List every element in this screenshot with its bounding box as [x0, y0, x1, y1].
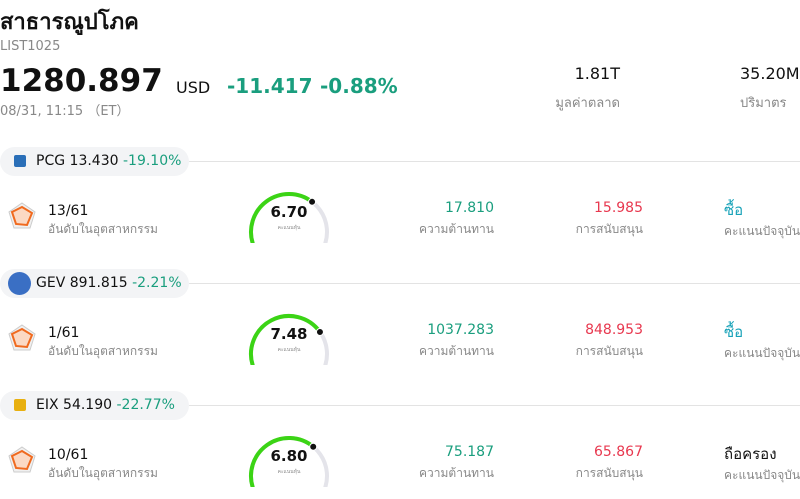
stock-symbol: GEV: [36, 275, 66, 291]
separator: [189, 283, 800, 284]
stat-label: มูลค่าตลาด: [555, 96, 620, 111]
score-label: คะแนนหุ้น: [277, 347, 301, 353]
support-label: การสนับสนุน: [575, 344, 643, 358]
radar-icon: [8, 324, 36, 351]
resistance-label: ความต้านทาน: [419, 466, 494, 480]
score: 7.48: [270, 325, 308, 343]
rank-label: อันดับในอุตสาหกรรม: [48, 466, 158, 480]
support-label: การสนับสนุน: [575, 466, 643, 480]
rating: ถือครอง: [724, 445, 777, 463]
stock-price: 13.430: [69, 153, 119, 169]
gauge-fill: [249, 192, 315, 243]
rating-label: คะแนนปัจจุบัน: [724, 468, 800, 482]
list-code: LIST1025: [0, 39, 61, 54]
radar-icon: [8, 446, 36, 473]
radar-icon: [8, 202, 36, 229]
rating: ซื้อ: [724, 201, 744, 219]
rating: ซื้อ: [724, 323, 744, 341]
radar-shape: [10, 205, 34, 227]
rank: 10/61: [48, 447, 89, 463]
stock-symbol: EIX: [36, 397, 59, 413]
stock-header: PCG 13.430 -19.10%: [36, 153, 181, 169]
score-label: คะแนนหุ้น: [277, 469, 301, 475]
stock-pill: [0, 147, 189, 176]
stock-icon: [8, 272, 31, 295]
support: 15.985: [594, 200, 643, 216]
radar-shape: [10, 327, 34, 349]
stat-value: 35.20M: [740, 64, 800, 83]
score-gauge: [249, 314, 329, 365]
rank: 13/61: [48, 203, 89, 219]
resistance-label: ความต้านทาน: [419, 222, 494, 236]
stock-header: GEV 891.815 -2.21%: [36, 275, 182, 291]
score-gauge: [249, 436, 329, 487]
rating-label: คะแนนปัจจุบัน: [724, 224, 800, 238]
timestamp: 08/31, 11:15 （ET）: [0, 104, 130, 119]
stock-pill: [0, 391, 189, 420]
radar-icon: [8, 324, 36, 351]
resistance-label: ความต้านทาน: [419, 344, 494, 358]
rating-label: คะแนนปัจจุบัน: [724, 346, 800, 360]
rank-label: อันดับในอุตสาหกรรม: [48, 222, 158, 236]
stock-icon: [14, 155, 26, 167]
change-percent: -0.88%: [320, 74, 398, 98]
separator: [189, 161, 800, 162]
stock-price: 54.190: [63, 397, 113, 413]
stock-change-percent: -19.10%: [122, 153, 182, 169]
resistance: 1037.283: [427, 322, 494, 338]
gauge-fill: [249, 436, 316, 487]
gauge-dot: [309, 442, 318, 451]
gauge-fill: [249, 314, 322, 365]
score: 6.70: [270, 203, 308, 221]
support: 65.867: [594, 444, 643, 460]
currency: USD: [176, 78, 211, 97]
change: -11.417: [227, 74, 313, 98]
resistance: 17.810: [445, 200, 494, 216]
price: 1280.897: [0, 63, 163, 99]
rank: 1/61: [48, 325, 80, 341]
radar-icon: [8, 202, 36, 229]
stock-price: 891.815: [69, 275, 128, 291]
gauge-dot: [308, 197, 317, 206]
score-gauge: [249, 192, 329, 243]
score-label: คะแนนหุ้น: [277, 225, 301, 231]
support: 848.953: [585, 322, 643, 338]
stock-symbol: PCG: [36, 153, 66, 169]
stat-label: ปริมาตร: [740, 96, 787, 111]
resistance: 75.187: [445, 444, 494, 460]
radar-icon: [8, 446, 36, 473]
title: สาธารณูปโภค: [0, 10, 139, 35]
gauge-dot: [315, 327, 324, 336]
stock-change-percent: -22.77%: [116, 397, 175, 413]
stock-change-percent: -2.21%: [132, 275, 182, 291]
stat-value: 1.81T: [574, 64, 620, 83]
support-label: การสนับสนุน: [575, 222, 643, 236]
rank-label: อันดับในอุตสาหกรรม: [48, 344, 158, 358]
stock-icon: [14, 399, 26, 411]
radar-shape: [10, 449, 34, 471]
stock-header: EIX 54.190 -22.77%: [36, 397, 175, 413]
stock-pill: [0, 269, 189, 298]
separator: [189, 405, 800, 406]
score: 6.80: [270, 447, 308, 465]
